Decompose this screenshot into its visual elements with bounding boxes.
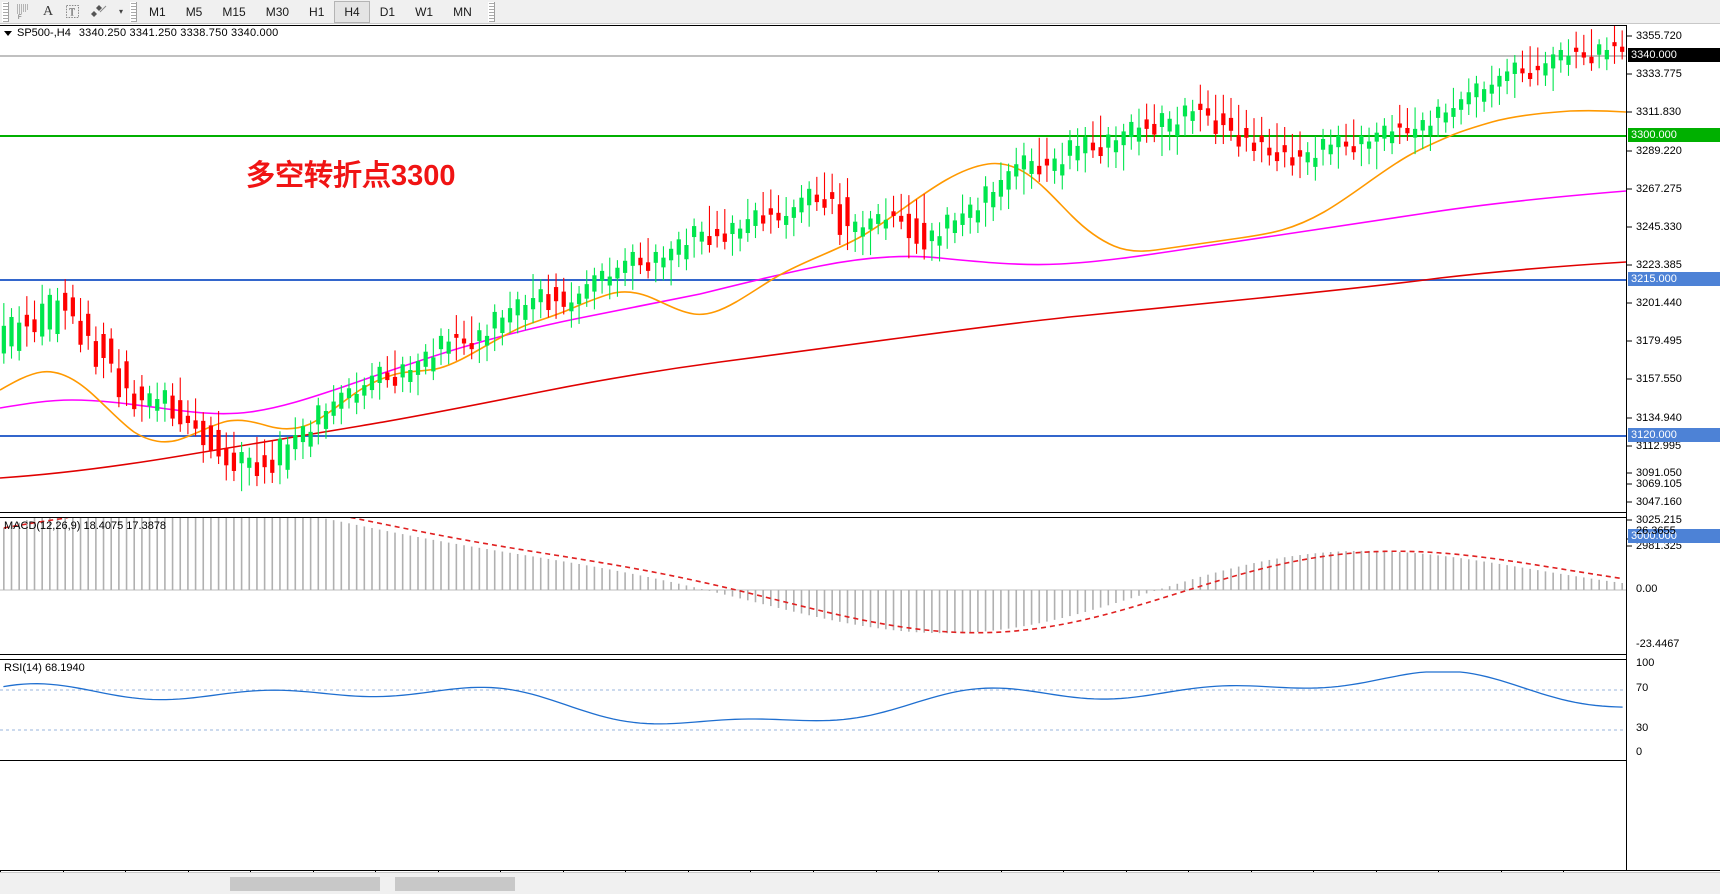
price-tick: 3069.105 <box>1627 478 1682 490</box>
timeframe-h4[interactable]: H4 <box>334 0 370 23</box>
level-lines <box>0 135 1626 437</box>
symbol-info-bar: SP500-,H4 3340.250 3341.250 3338.750 334… <box>0 26 279 40</box>
price-tick: 3179.495 <box>1627 335 1682 347</box>
rsi-tick: 0 <box>1636 746 1643 758</box>
symbol-name: SP500-,H4 <box>17 27 71 39</box>
timeframe-d1[interactable]: D1 <box>379 4 396 19</box>
price-tick: 3355.720 <box>1627 30 1682 42</box>
last-price-tag: 3340.000 <box>1628 48 1720 62</box>
price-tick: 3112.995 <box>1627 440 1681 452</box>
timeframe-mn[interactable]: MN <box>453 4 472 19</box>
level-tag-3300: 3300.000 <box>1628 128 1720 142</box>
rsi-value-line <box>3 671 1623 725</box>
macd-tick: 26.3655 <box>1636 525 1676 537</box>
main-toolbar: F A T ▾ M1 M5 M15 M30 H1 <box>0 0 1720 24</box>
macd-signal-line <box>3 518 1623 634</box>
rsi-indicator-label: RSI(14) 68.1940 <box>4 662 85 674</box>
chart-collapse-caret-icon[interactable] <box>4 30 12 36</box>
svg-text:F: F <box>18 15 22 19</box>
price-tick: 3311.830 <box>1627 106 1681 118</box>
price-tick: 3047.160 <box>1627 496 1682 508</box>
timeframe-h1[interactable]: H1 <box>309 4 325 19</box>
templates-dropdown-caret-icon[interactable]: ▾ <box>119 7 124 16</box>
ma-slow-line <box>0 261 1626 479</box>
price-tick: 3333.775 <box>1627 68 1682 80</box>
symbol-ohlc-quote: 3340.250 3341.250 3338.750 3340.000 <box>78 27 279 39</box>
macd-indicator-label: MACD(12,26,9) 18.4075 17.3878 <box>4 520 167 532</box>
level-tag-3000: 3000.000 <box>1628 529 1720 543</box>
status-bar-block-2 <box>395 877 515 891</box>
status-bar <box>0 872 1720 894</box>
price-tick: 3134.940 <box>1627 412 1682 424</box>
text-label-icon[interactable]: A <box>42 3 54 19</box>
crosshair-icon[interactable]: F <box>11 1 36 23</box>
macd-chart-svg <box>0 518 1626 634</box>
price-tick: 3025.215 <box>1627 514 1682 526</box>
rsi-pane[interactable]: RSI(14) 68.1940 <box>0 659 1626 761</box>
timeframe-m30[interactable]: M30 <box>265 4 290 19</box>
price-chart-svg <box>0 26 1626 492</box>
price-tick: 3289.220 <box>1627 145 1682 157</box>
status-bar-block-1 <box>230 877 380 891</box>
candlestick-series <box>1 26 1625 492</box>
timeframe-m5[interactable]: M5 <box>185 4 203 19</box>
level-tag-3120: 3120.000 <box>1628 428 1720 442</box>
timeframe-m15[interactable]: M15 <box>222 4 246 19</box>
price-tick: 2981.325 <box>1627 540 1682 552</box>
templates-icon[interactable] <box>85 1 113 23</box>
price-tick: 3223.385 <box>1627 259 1682 271</box>
price-pane[interactable] <box>0 25 1626 513</box>
rsi-tick: 100 <box>1636 657 1655 669</box>
price-tick: 3201.440 <box>1627 297 1682 309</box>
price-tick: 3245.330 <box>1627 221 1682 233</box>
ma-mid-line <box>0 190 1626 415</box>
price-axis[interactable]: 3355.720 3333.775 3311.830 3289.220 3267… <box>1626 25 1720 870</box>
macd-pane[interactable]: MACD(12,26,9) 18.4075 17.3878 <box>0 517 1626 655</box>
chart-annotation-text: 多空转折点3300 <box>246 160 456 192</box>
text-box-icon[interactable]: T <box>60 1 85 23</box>
price-tick: 3091.050 <box>1627 467 1682 479</box>
toolbar-grip-2[interactable] <box>130 1 138 22</box>
macd-tick: 0.00 <box>1636 583 1658 595</box>
price-tick: 3267.275 <box>1627 183 1682 195</box>
level-tag-3215: 3215.000 <box>1628 272 1720 286</box>
rsi-tick: 70 <box>1636 682 1649 694</box>
price-tick: 3157.550 <box>1627 373 1682 385</box>
toolbar-grip-3[interactable] <box>487 1 495 22</box>
toolbar-grip-1[interactable] <box>2 1 9 22</box>
svg-text:T: T <box>69 8 75 19</box>
rsi-tick: 30 <box>1636 722 1649 734</box>
timeframe-w1[interactable]: W1 <box>415 4 434 19</box>
chart-area: MACD(12,26,9) 18.4075 17.3878 RSI(14) 68… <box>0 25 1720 894</box>
macd-tick: -23.4467 <box>1636 638 1680 650</box>
timeframe-m1[interactable]: M1 <box>149 4 166 19</box>
ma-fast-line <box>0 109 1626 443</box>
macd-histogram <box>3 518 1623 634</box>
rsi-chart-svg <box>0 671 1626 731</box>
